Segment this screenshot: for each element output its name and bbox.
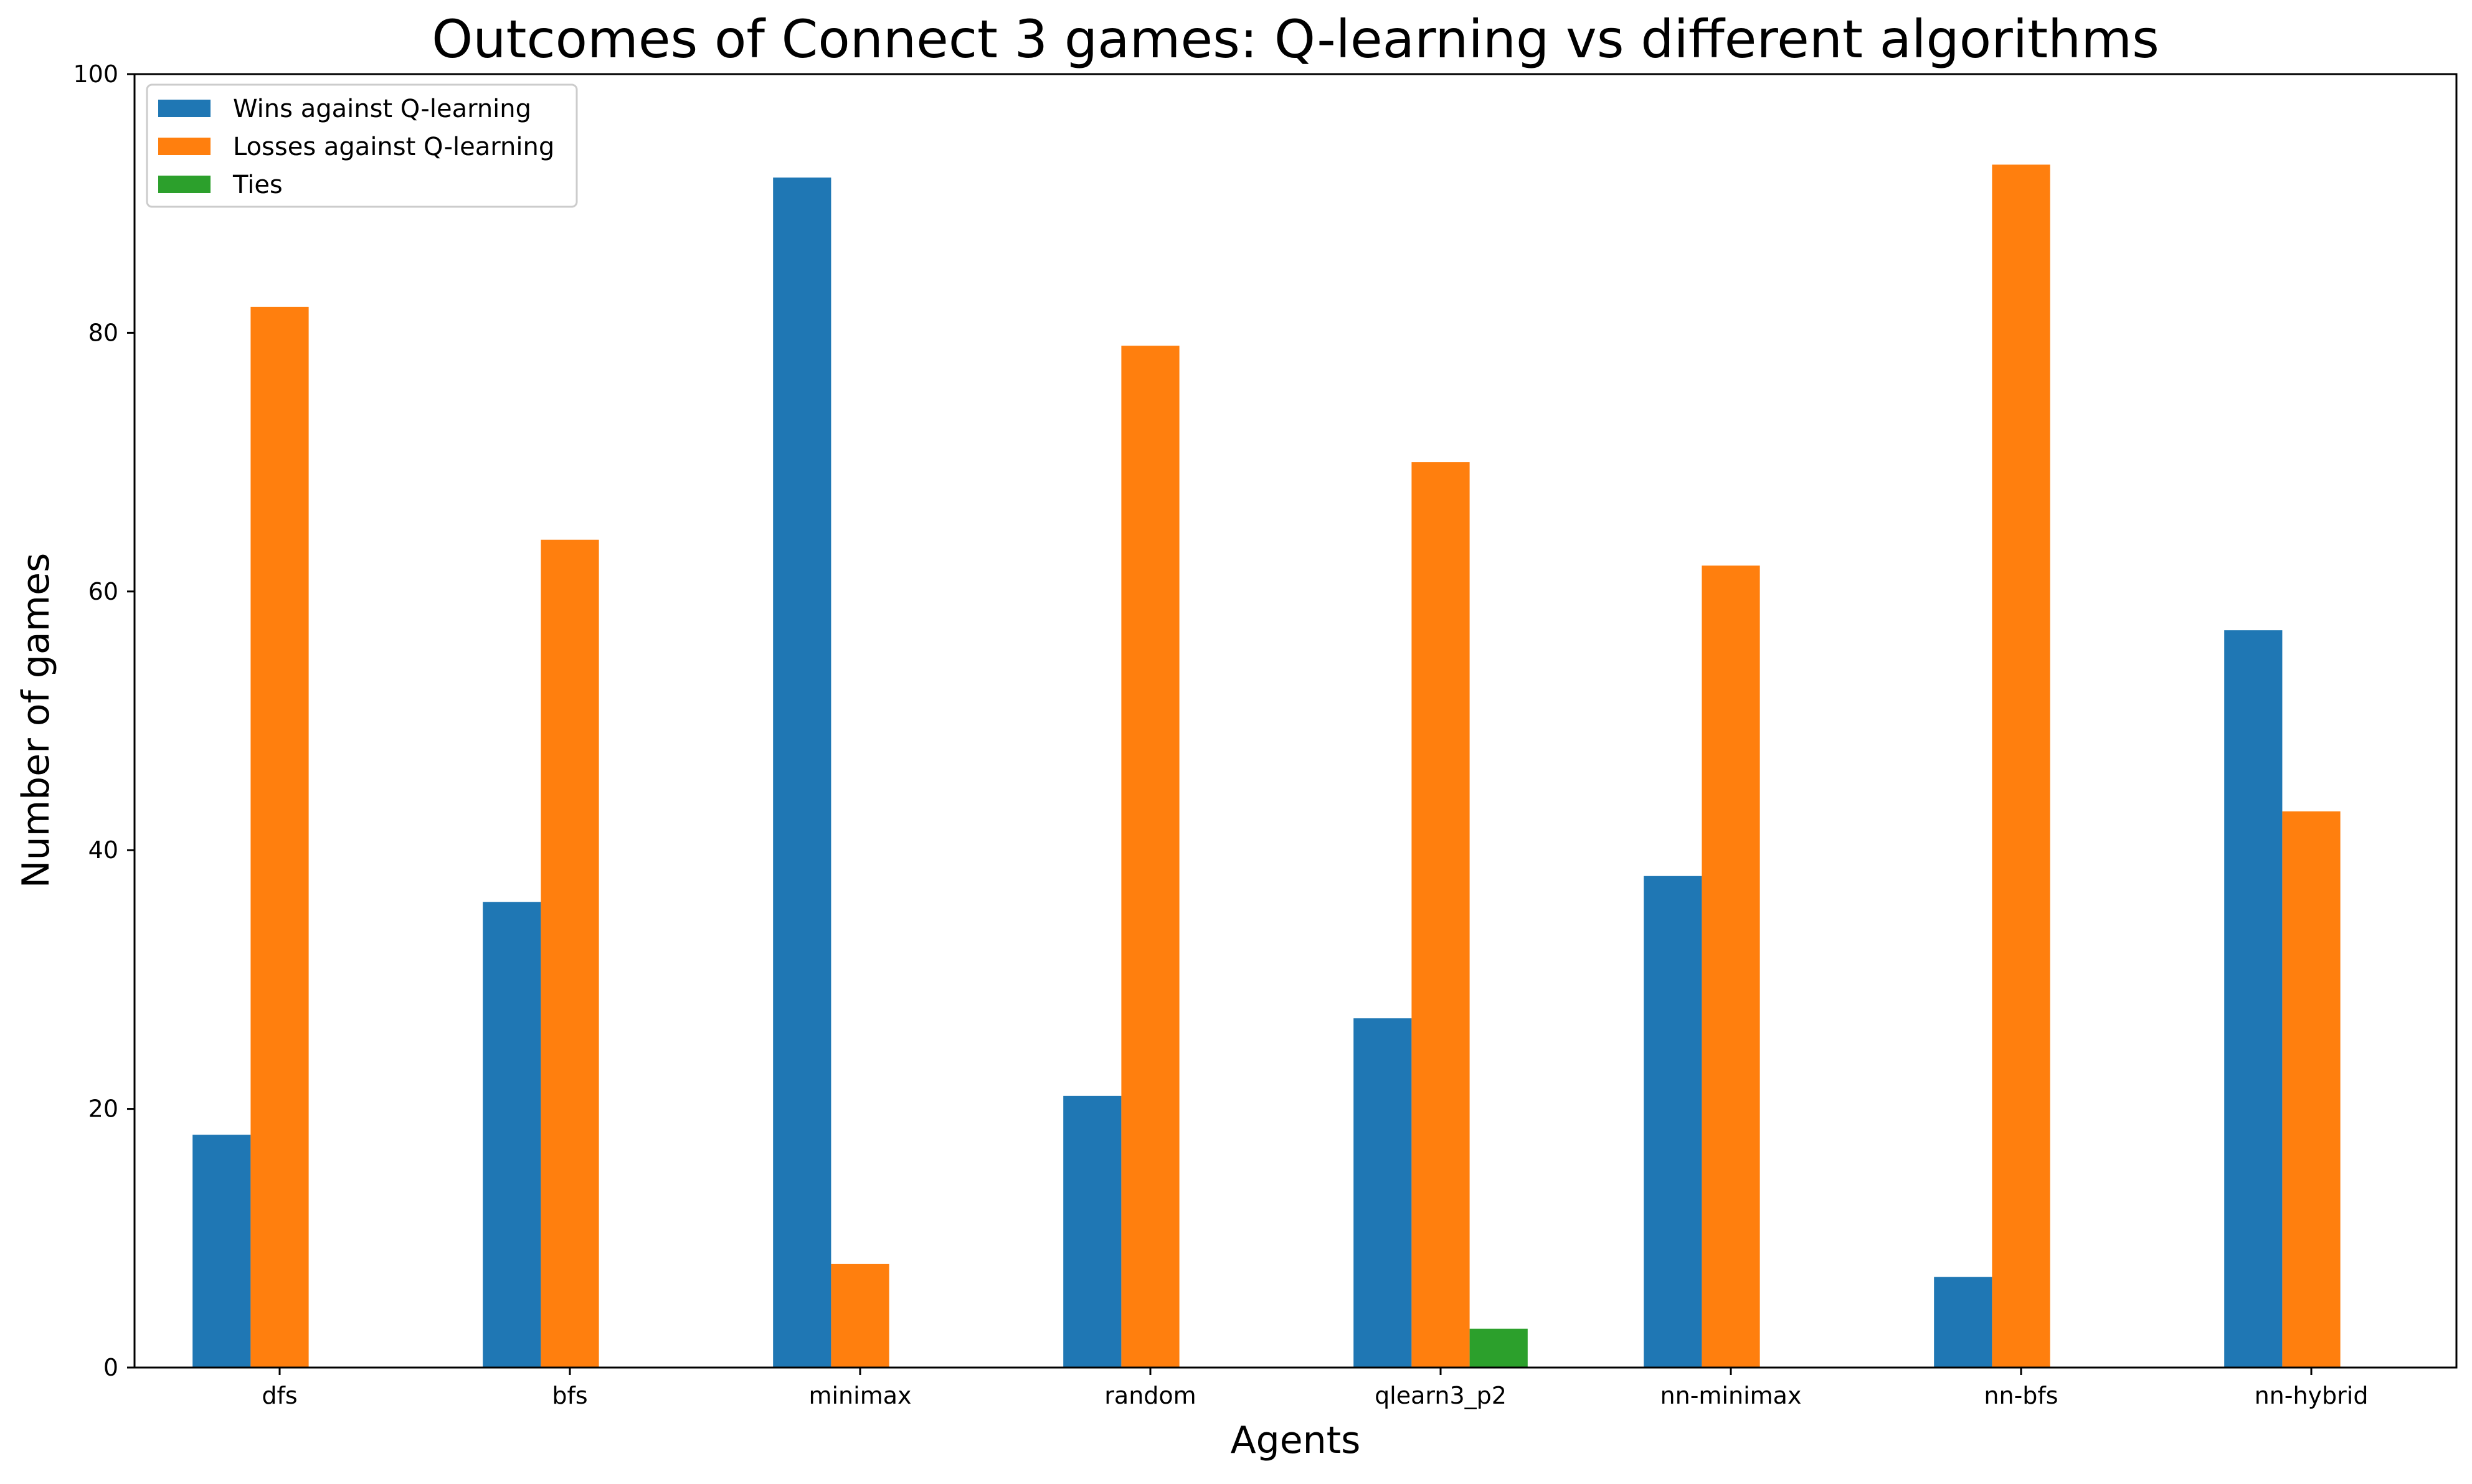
legend-swatch	[158, 138, 211, 155]
legend-items: Wins against Q-learning Losses against Q-…	[158, 95, 554, 199]
bar-minimax-series-1	[773, 177, 831, 1368]
bar-nn-bfs-series-1	[1934, 1277, 1992, 1368]
bar-random-series-1	[1063, 1095, 1122, 1368]
x-axis-label: Agents	[1231, 1419, 1361, 1462]
legend-label: Losses against Q-learning	[233, 133, 554, 161]
x-tick-label: nn-minimax	[1660, 1382, 1802, 1409]
bar-bfs-series-1	[483, 902, 541, 1368]
bar-dfs-series-1	[192, 1135, 251, 1368]
bar-nn-hybrid-series-2	[2282, 811, 2341, 1368]
bar-nn-minimax-series-1	[1644, 876, 1702, 1368]
y-tick-label: 80	[88, 319, 118, 346]
x-axis-ticks: dfs bfs minimax random qlearn3_p2 nn-minimax n…	[262, 1368, 2368, 1409]
x-tick-label: bfs	[552, 1382, 587, 1409]
bar-bfs-series-2	[541, 539, 599, 1368]
y-tick-label: 100	[73, 60, 118, 88]
y-tick-label: 20	[88, 1095, 118, 1123]
legend-swatch	[158, 100, 211, 117]
legend: Wins against Q-learning Losses against Q-…	[146, 83, 578, 208]
bar-nn-minimax-series-2	[1702, 565, 1760, 1368]
plot-frame	[133, 73, 2458, 1369]
x-tick-label: random	[1104, 1382, 1196, 1409]
x-tick-label: qlearn3_p2	[1375, 1382, 1507, 1409]
bar-qlearn3_p2-series-1	[1353, 1018, 1412, 1368]
bar-qlearn3_p2-series-3	[1469, 1328, 1528, 1368]
bars-layer	[192, 164, 2341, 1368]
bar-random-series-2	[1121, 346, 1180, 1368]
x-tick-label: nn-hybrid	[2255, 1382, 2369, 1409]
chart-title: Outcomes of Connect 3 games: Q-learning …	[432, 9, 2159, 70]
x-tick-label: dfs	[262, 1382, 297, 1409]
x-tick-label: nn-bfs	[1984, 1382, 2058, 1409]
y-tick-label: 60	[88, 578, 118, 605]
legend-box	[146, 83, 578, 208]
y-axis-label: Number of games	[14, 553, 58, 888]
y-axis-ticks: 0 20 40 60 80 100	[73, 60, 135, 1381]
y-tick-label: 40	[88, 836, 118, 864]
bar-dfs-series-2	[250, 306, 309, 1368]
bar-nn-bfs-series-2	[1992, 164, 2050, 1368]
bar-nn-hybrid-series-1	[2224, 630, 2283, 1368]
legend-swatch	[158, 176, 211, 193]
bar-qlearn3_p2-series-2	[1411, 462, 1470, 1368]
bar-minimax-series-2	[831, 1264, 889, 1368]
legend-label: Wins against Q-learning	[233, 95, 531, 123]
legend-label: Ties	[232, 171, 283, 199]
y-tick-label: 0	[103, 1354, 118, 1381]
x-tick-label: minimax	[808, 1382, 911, 1409]
